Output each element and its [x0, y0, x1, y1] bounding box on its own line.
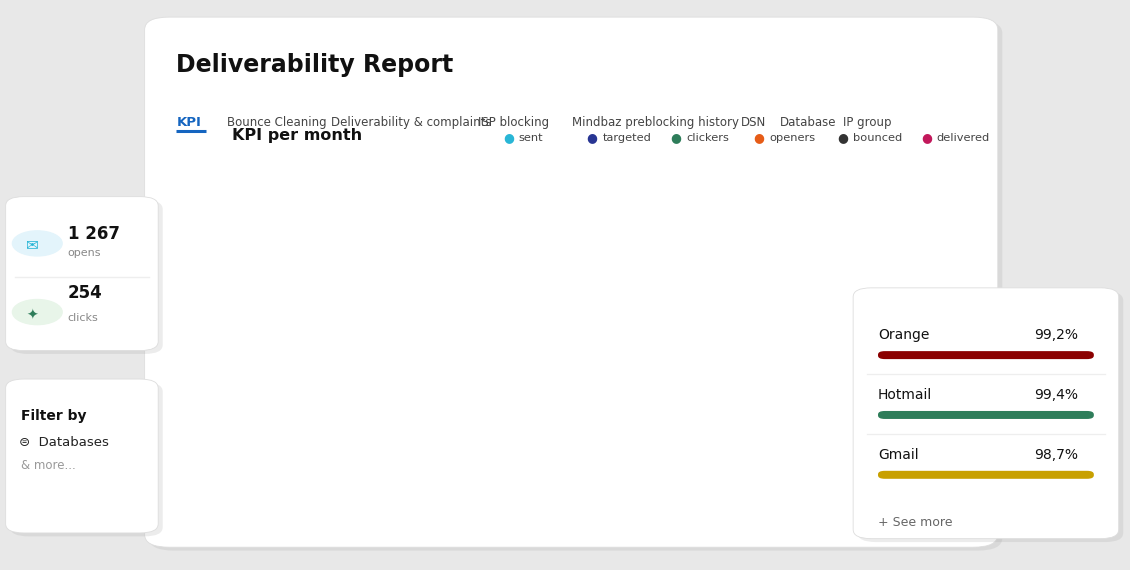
Text: Orange: Orange — [878, 328, 929, 342]
Text: ●: ● — [921, 132, 932, 144]
Text: ●: ● — [586, 132, 598, 144]
Text: & more...: & more... — [21, 459, 76, 472]
Text: 99,4%: 99,4% — [1034, 388, 1078, 402]
Text: IP group: IP group — [843, 116, 892, 129]
Text: Filter by: Filter by — [21, 409, 87, 423]
Text: ●: ● — [503, 132, 514, 144]
Text: 1 267: 1 267 — [68, 225, 120, 243]
Text: Bounce Cleaning: Bounce Cleaning — [227, 116, 327, 129]
Text: targeted: targeted — [602, 133, 651, 143]
Text: ●: ● — [837, 132, 849, 144]
Text: ✦: ✦ — [26, 309, 37, 323]
Text: KPI: KPI — [176, 116, 201, 129]
Text: Hotmail: Hotmail — [878, 388, 932, 402]
Text: Deliverability Report: Deliverability Report — [176, 53, 453, 77]
Text: clicks: clicks — [68, 314, 98, 323]
Text: KPI per month: KPI per month — [232, 128, 362, 142]
Text: + See more: + See more — [878, 516, 953, 529]
Text: bounced: bounced — [853, 133, 903, 143]
Text: Mindbaz preblocking history: Mindbaz preblocking history — [572, 116, 739, 129]
Text: sent: sent — [519, 133, 544, 143]
Text: ✉: ✉ — [26, 237, 38, 252]
Text: opens: opens — [68, 249, 102, 259]
Text: clickers: clickers — [686, 133, 729, 143]
Text: ●: ● — [754, 132, 765, 144]
Text: ●: ● — [670, 132, 681, 144]
Text: openers: openers — [770, 133, 816, 143]
Text: 98,7%: 98,7% — [1034, 448, 1078, 462]
Text: DSN: DSN — [741, 116, 766, 129]
Text: 99,2%: 99,2% — [1034, 328, 1078, 342]
Text: ⊜  Databases: ⊜ Databases — [19, 436, 110, 449]
Text: Database: Database — [780, 116, 836, 129]
Text: ISP blocking: ISP blocking — [478, 116, 549, 129]
Text: Deliverability & complaints: Deliverability & complaints — [331, 116, 492, 129]
Text: Gmail: Gmail — [878, 448, 919, 462]
Text: 254: 254 — [68, 284, 103, 302]
Text: delivered: delivered — [937, 133, 990, 143]
